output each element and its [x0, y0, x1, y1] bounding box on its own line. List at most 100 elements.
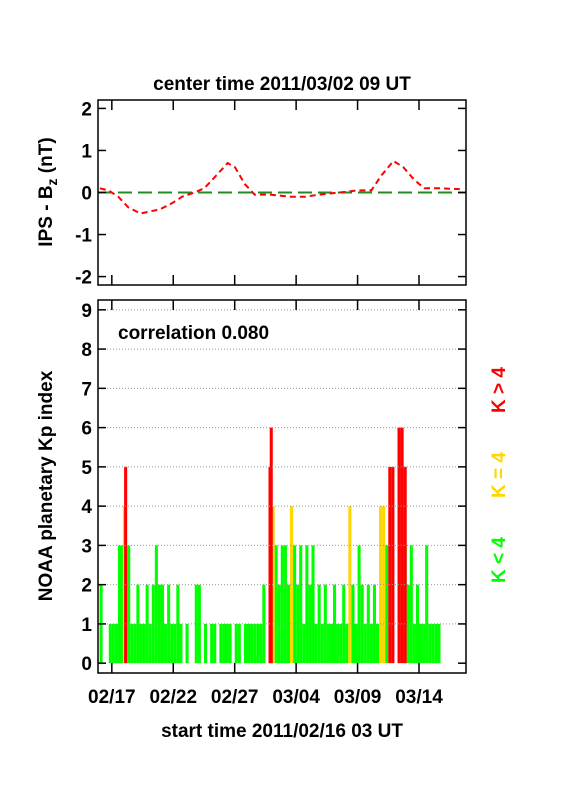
bar [302, 623, 306, 664]
bar [305, 545, 309, 664]
bar [213, 623, 217, 664]
bar [280, 545, 284, 664]
bar [243, 623, 247, 664]
bar [259, 623, 263, 664]
bar [345, 623, 349, 664]
bar [269, 427, 273, 664]
bar [179, 623, 183, 664]
bar [351, 584, 355, 664]
bar [250, 623, 254, 664]
bar [409, 545, 413, 664]
bar [164, 623, 168, 664]
bar [148, 623, 152, 664]
bar [422, 623, 426, 664]
bar [145, 584, 149, 664]
bar [385, 545, 389, 664]
bar [391, 466, 395, 664]
y-tick-label: 9 [81, 301, 92, 322]
bar [117, 545, 122, 664]
bar [342, 584, 346, 664]
y-tick-label: 4 [81, 497, 92, 518]
bar [419, 623, 423, 664]
bar [375, 623, 380, 664]
y-tick-label: 3 [81, 536, 92, 557]
bar [336, 623, 340, 664]
x-axis-label: start time 2011/02/16 03 UT [161, 721, 403, 742]
bar [225, 623, 229, 664]
bar [167, 584, 171, 664]
bar [176, 584, 180, 664]
bar [157, 584, 161, 664]
bar [437, 623, 441, 664]
y-tick-label: 0 [81, 654, 92, 675]
x-tick-label: 03/09 [334, 687, 382, 708]
label-subscript: z [44, 178, 60, 185]
bar [293, 545, 297, 664]
data-line [99, 159, 460, 215]
bar [388, 466, 392, 664]
bar [271, 506, 275, 664]
bar [323, 584, 327, 664]
bar [397, 427, 401, 664]
bar [415, 584, 420, 664]
bar [170, 623, 174, 664]
bar [203, 623, 208, 664]
bar [194, 584, 198, 664]
bar [326, 623, 330, 664]
legend-entry: K > 4 [489, 367, 510, 413]
bar [289, 506, 294, 664]
bar [348, 506, 352, 664]
bar [124, 466, 128, 664]
bar [283, 545, 287, 664]
x-tick-label: 02/17 [88, 687, 136, 708]
bar [111, 623, 115, 664]
y-tick-label: 6 [81, 419, 92, 440]
bar [431, 623, 435, 664]
x-tick-label: 03/14 [395, 687, 443, 708]
bar [329, 623, 333, 664]
bar [139, 623, 143, 664]
bar [228, 623, 232, 664]
bar [299, 545, 303, 664]
bar [154, 545, 158, 664]
label-part: (nT) [36, 137, 57, 178]
bar [314, 623, 318, 664]
bar [357, 545, 361, 664]
bar [369, 623, 373, 664]
x-tick-label: 03/04 [272, 687, 320, 708]
y-tick-label: 1 [81, 141, 92, 162]
bar [130, 623, 134, 664]
bar [412, 623, 416, 664]
bar [114, 623, 118, 664]
bar [274, 545, 278, 664]
label-part: IPS - B [36, 185, 57, 246]
bar [339, 623, 343, 664]
bar [425, 545, 429, 664]
y-tick-label: 8 [81, 340, 92, 361]
bar [256, 623, 260, 664]
bar [133, 623, 137, 664]
bar [317, 584, 321, 664]
legend-entry: K < 4 [489, 537, 510, 583]
bar [121, 545, 125, 664]
bar [311, 545, 315, 664]
bar [222, 623, 226, 664]
bar [197, 584, 201, 664]
chart-title: center time 2011/03/02 09 UT [153, 74, 411, 95]
bar [108, 623, 112, 664]
plot-area [98, 159, 466, 215]
bar [210, 623, 214, 664]
y-tick-label: 5 [81, 458, 92, 479]
legend-entry: K = 4 [489, 452, 510, 498]
x-tick-label: 02/22 [149, 687, 197, 708]
axes-frame [97, 99, 467, 286]
y-axis-label: IPS - Bz (nT) [36, 137, 60, 246]
bar [400, 427, 404, 664]
bar [286, 584, 290, 664]
bar [151, 584, 155, 664]
bar [142, 623, 146, 664]
annotation: correlation 0.080 [118, 323, 269, 344]
bar [127, 545, 131, 664]
y-tick-label: 2 [81, 99, 92, 120]
